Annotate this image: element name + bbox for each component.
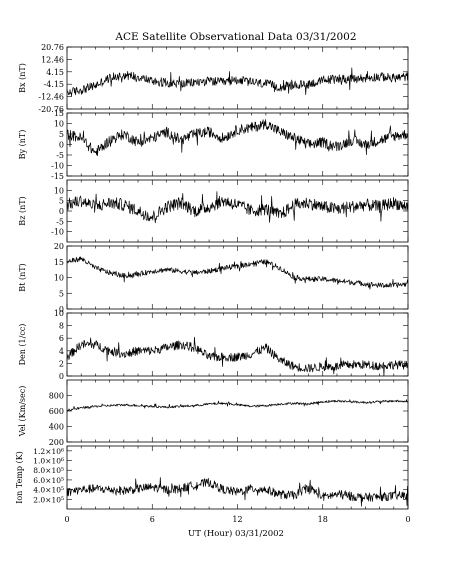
- y-tick-label: 8: [59, 322, 64, 331]
- panel-4: 20 15 10 5 0 Bt (nT): [18, 242, 409, 314]
- chart-panels: 20.76 12.46 4.15 -4.15 -12.46 -20.76 Bx (nT) 15…: [15, 43, 409, 510]
- panel-1: 20.76 12.46 4.15 -4.15 -12.46 -20.76 Bx (nT): [18, 43, 409, 114]
- series-line: [66, 399, 409, 412]
- y-tick-label: 15: [54, 109, 64, 118]
- series-line: [66, 477, 409, 507]
- y-axis-label: Bz (nT): [18, 196, 27, 225]
- y-tick-label: 800: [49, 392, 64, 401]
- y-tick-label: 5: [59, 130, 64, 139]
- y-axis-label: Vel (Km/sec): [18, 386, 27, 438]
- x-tick-label: 6: [150, 515, 155, 524]
- x-tick-label: 18: [318, 515, 328, 524]
- y-tick-label: 10: [54, 274, 64, 283]
- y-tick-label: 8.0×10⁵: [33, 466, 64, 475]
- y-tick-label: 0: [59, 372, 64, 381]
- y-tick-label: 4.15: [46, 68, 64, 77]
- x-tick-label: 0: [405, 515, 410, 524]
- y-tick-label: -12.46: [38, 93, 64, 102]
- y-tick-label: 1.0×10⁶: [33, 457, 64, 466]
- panel-6: 800 600 400 200 Vel (Km/sec): [18, 379, 409, 447]
- y-tick-label: 10: [54, 120, 64, 129]
- y-tick-label: -15: [51, 172, 64, 181]
- y-tick-label: 1.2×10⁶: [33, 447, 64, 456]
- panel-frame: [66, 245, 409, 310]
- y-tick-label: 600: [49, 407, 64, 416]
- y-tick-label: 20: [54, 242, 64, 251]
- y-tick-label: -20.76: [38, 105, 64, 114]
- y-tick-label: 20.76: [41, 43, 64, 52]
- y-tick-label: 15: [54, 258, 64, 267]
- panel-5: 10 8 6 4 2 0 Den (1/cc): [18, 309, 409, 381]
- panel-frame: [66, 379, 409, 443]
- x-axis-tick-labels: 0 6 12 18 0: [64, 515, 410, 524]
- y-tick-label: -5: [56, 151, 64, 160]
- panel-frame: [66, 112, 409, 177]
- y-tick-label: 0: [59, 141, 64, 150]
- x-tick-label: 12: [232, 515, 242, 524]
- series-line: [66, 119, 409, 157]
- y-tick-label: 200: [49, 438, 64, 447]
- series-line: [66, 191, 409, 224]
- y-tick-label: 5: [59, 197, 64, 206]
- y-tick-label: 0: [59, 305, 64, 314]
- y-tick-label: 400: [49, 423, 64, 432]
- y-tick-label: -5: [56, 217, 64, 226]
- y-tick-label: 6.0×10⁵: [33, 476, 64, 485]
- series-line: [66, 256, 409, 290]
- panel-frame: [66, 312, 409, 377]
- y-tick-label: 4: [59, 347, 64, 356]
- y-tick-label: -4.15: [43, 80, 64, 89]
- series-line: [66, 67, 409, 97]
- panel-2: 15 105 0-5 -10-15 By (nT): [18, 109, 409, 181]
- y-axis-label: Bt (nT): [18, 263, 27, 291]
- y-axis-label: Den (1/cc): [18, 324, 27, 366]
- y-tick-label: 0: [59, 207, 64, 216]
- y-axis-label: By (nT): [18, 130, 27, 160]
- y-axis-label: Bx (nT): [18, 63, 27, 93]
- x-tick-label: 0: [64, 515, 69, 524]
- y-tick-label: 2.0×10⁵: [33, 495, 64, 504]
- y-tick-label: 6: [59, 334, 64, 343]
- y-tick-label: -10: [51, 228, 64, 237]
- y-tick-label: 2: [59, 359, 64, 368]
- y-tick-label: 5: [59, 289, 64, 298]
- y-tick-label: 4.0×10⁵: [33, 486, 64, 495]
- panel-7: 1.2×10⁶1.0×10⁶8.0×10⁵6.0×10⁵4.0×10⁵2.0×1…: [15, 445, 409, 510]
- y-axis-label: Ion Temp (K): [15, 451, 24, 504]
- chart-title: ACE Satellite Observational Data 03/31/2…: [114, 31, 356, 43]
- x-axis-label: UT (Hour) 03/31/2002: [188, 528, 284, 539]
- y-tick-label: 12.46: [41, 55, 64, 64]
- y-tick-label: 10: [54, 186, 64, 195]
- y-tick-label: 10: [54, 309, 64, 318]
- panel-3: 10 50-5 -10 Bz (nT): [18, 179, 409, 243]
- panel-frame: [66, 179, 409, 243]
- y-tick-label: -10: [51, 162, 64, 171]
- series-line: [66, 336, 408, 377]
